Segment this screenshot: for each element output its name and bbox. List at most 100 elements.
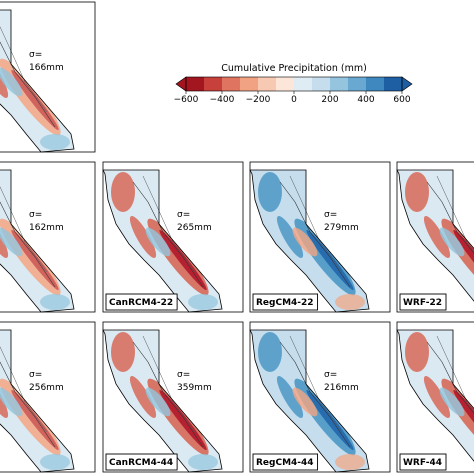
colorbar-band [384, 77, 403, 91]
colorbar-extend [401, 76, 413, 92]
anomaly [292, 227, 318, 257]
sigma-value: 166mm [29, 63, 64, 73]
anomaly [40, 134, 70, 150]
colorbar-tick-label: −600 [174, 95, 199, 105]
basin [436, 175, 474, 252]
colorbar-tick-label: −400 [210, 95, 235, 105]
sigma-symbol: σ= [177, 370, 190, 380]
colorbar-tick-label: −200 [246, 95, 271, 105]
anomaly [40, 454, 70, 470]
precip-anomaly [405, 332, 474, 456]
anomaly [423, 216, 451, 258]
anomaly [405, 332, 429, 372]
map-panel: σ=162mm22 [0, 161, 96, 313]
state-outline [249, 169, 370, 313]
state-outline [0, 9, 75, 153]
basin [0, 41, 56, 128]
colorbar-band [186, 77, 205, 91]
anomaly [188, 294, 218, 310]
label-box [105, 293, 178, 311]
sigma-value: 256mm [29, 383, 64, 393]
anomaly [0, 227, 23, 257]
state-outline [249, 329, 370, 473]
panel-label: RegCM4-44 [256, 458, 314, 468]
basin [0, 201, 56, 288]
anomaly [188, 454, 218, 470]
basin [142, 175, 196, 273]
label-box [399, 453, 447, 471]
basin [279, 181, 351, 288]
colorbar-tick-label: 600 [393, 95, 410, 105]
sigma-symbol: σ= [29, 50, 42, 60]
basin [132, 181, 204, 288]
colorbar-band [276, 77, 295, 91]
map-panel: σ= 216mm RegCM4-44 [249, 321, 391, 473]
anomaly [0, 67, 23, 97]
anomaly [276, 216, 304, 258]
colorbar-extend [175, 76, 187, 92]
sigma-symbol: σ= [29, 370, 42, 380]
sigma-value: 279mm [324, 223, 359, 233]
label-box [252, 453, 319, 471]
state-outline [396, 329, 474, 462]
sigma-symbol: σ= [324, 370, 337, 380]
colorbar-band [348, 77, 367, 91]
basin [0, 346, 48, 433]
label-box [105, 453, 178, 471]
map-panel: σ= 279mm RegCM4-22 [249, 161, 391, 313]
state-outline [102, 169, 223, 313]
anomaly [292, 387, 318, 417]
sigma-value: 162mm [29, 223, 64, 233]
colorbar-band [330, 77, 349, 91]
basin [0, 26, 48, 113]
anomaly [453, 229, 474, 291]
colorbar-tick-label: 400 [357, 95, 374, 105]
colorbar-band [312, 77, 331, 91]
sigma-value: 359mm [177, 383, 212, 393]
panel-label: CanRCM4-22 [109, 298, 173, 308]
anomaly [258, 332, 282, 372]
colorbar-band [240, 77, 259, 91]
sigma-symbol: σ= [177, 210, 190, 220]
anomaly [439, 387, 465, 417]
state-outline [0, 329, 75, 473]
map-panel: WRF-44 [396, 321, 474, 473]
anomaly [258, 172, 282, 212]
anomaly [335, 294, 365, 310]
basin [289, 335, 343, 433]
anomaly [145, 387, 171, 417]
basin [142, 335, 196, 433]
state-outline [102, 329, 223, 473]
sigma-symbol: σ= [324, 210, 337, 220]
label-box [252, 293, 319, 311]
precip-anomaly [405, 172, 474, 296]
basin [426, 181, 474, 254]
colorbar-title: Cumulative Precipitation (mm) [221, 63, 367, 74]
basin [426, 341, 474, 414]
anomaly [0, 56, 9, 98]
anomaly [145, 227, 171, 257]
anomaly [111, 172, 135, 212]
panel-label: RegCM4-22 [256, 298, 314, 308]
anomaly [0, 216, 9, 258]
colorbar-band [366, 77, 385, 91]
sigma-value: 265mm [177, 223, 212, 233]
anomaly [453, 389, 474, 451]
colorbar-band [204, 77, 223, 91]
anomaly [423, 376, 451, 418]
anomaly [129, 216, 157, 258]
basin [0, 186, 48, 273]
anomaly [111, 332, 135, 372]
map-panel: σ=166mm11 [0, 1, 96, 153]
basin [436, 335, 474, 412]
colorbar-tick-label: 0 [291, 95, 297, 105]
panel-label: WRF-22 [403, 298, 442, 308]
colorbar-band [222, 77, 241, 91]
anomaly [0, 387, 23, 417]
anomaly [0, 376, 9, 418]
colorbar-band [258, 77, 277, 91]
anomaly [276, 376, 304, 418]
colorbar-band [294, 77, 313, 91]
sigma-value: 216mm [324, 383, 359, 393]
state-outline [396, 169, 474, 302]
